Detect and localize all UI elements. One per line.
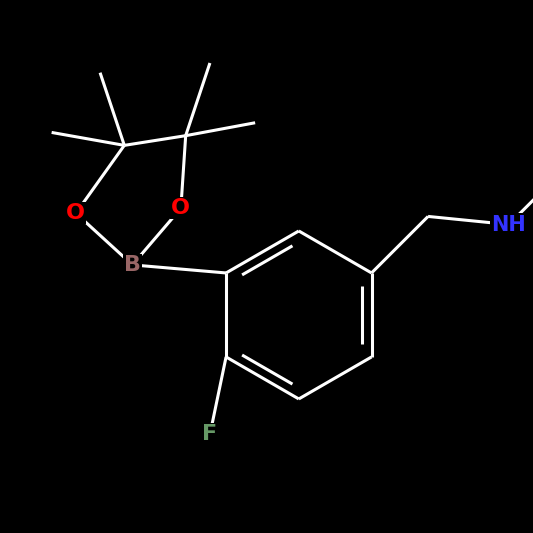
- Text: O: O: [171, 198, 190, 219]
- Text: F: F: [203, 424, 217, 445]
- Text: NH: NH: [491, 214, 526, 235]
- Text: B: B: [124, 255, 141, 275]
- Text: O: O: [66, 203, 85, 223]
